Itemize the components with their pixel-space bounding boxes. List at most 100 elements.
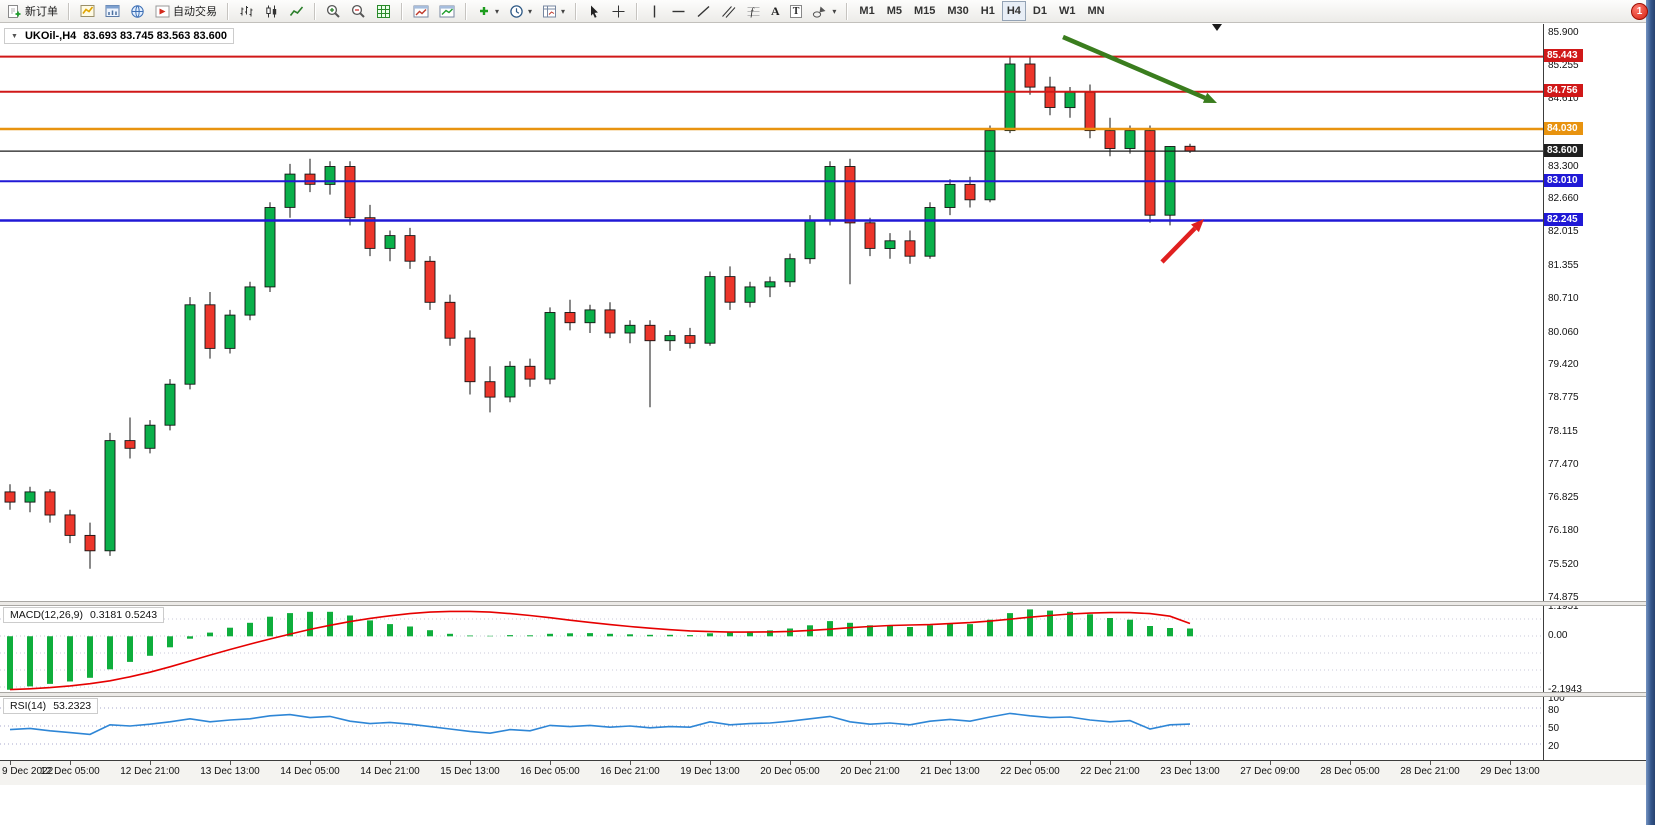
- price-badge: 82.245: [1544, 213, 1583, 226]
- timeframe-h1[interactable]: H1: [976, 1, 1000, 21]
- profiles-button[interactable]: [101, 1, 124, 21]
- text-tool-button[interactable]: A: [767, 1, 784, 21]
- time-label: 14 Dec 05:00: [280, 766, 340, 777]
- price-chart[interactable]: [0, 24, 1543, 601]
- time-axis[interactable]: 9 Dec 2022 12 Dec 05:00 12 Dec 21:00 13 Dec…: [0, 760, 1655, 785]
- indicator-window-button[interactable]: [409, 1, 433, 21]
- price-label: 82.015: [1548, 226, 1579, 238]
- panel-splitter[interactable]: [0, 692, 1647, 697]
- toolbar-separator: [636, 2, 639, 20]
- horizontal-line-icon: [672, 10, 685, 12]
- timeframe-m1[interactable]: M1: [854, 1, 879, 21]
- toolbar-separator: [401, 2, 403, 20]
- time-label: 27 Dec 09:00: [1240, 766, 1300, 777]
- price-label: 79.420: [1548, 359, 1579, 371]
- vertical-line-tool-button[interactable]: [644, 1, 665, 21]
- candle: [164, 379, 176, 431]
- toolbar: 新订单 自动交易: [0, 0, 1647, 23]
- channel-tool-button[interactable]: [717, 1, 740, 21]
- candle: [1164, 146, 1176, 226]
- time-tick: [389, 761, 391, 765]
- shapes-tool-button[interactable]: ▾: [808, 1, 840, 21]
- price-label: 74.875: [1548, 592, 1579, 604]
- auto-trading-label: 自动交易: [173, 6, 217, 18]
- macd-values: 0.3181 0.5243: [89, 609, 158, 621]
- macd-label: MACD(12,26,9): [10, 609, 83, 621]
- candle: [664, 330, 676, 351]
- fibonacci-tool-button[interactable]: f: [742, 1, 765, 21]
- label-tool-button[interactable]: T: [786, 1, 807, 21]
- timeframe-m5[interactable]: M5: [882, 1, 907, 21]
- panel-splitter[interactable]: [0, 601, 1647, 606]
- zoom-in-button[interactable]: [322, 1, 345, 21]
- candle: [224, 309, 236, 354]
- time-tick: [469, 761, 471, 765]
- price-badge: 85.443: [1544, 49, 1583, 63]
- candle: [364, 204, 376, 257]
- globe-icon: [131, 4, 144, 18]
- trendline-tool-button[interactable]: [692, 1, 715, 21]
- price-label: 75.520: [1548, 559, 1579, 571]
- green-arrow[interactable]: [1062, 34, 1217, 103]
- candlestick-mode-button[interactable]: [260, 1, 283, 21]
- grid-toggle-button[interactable]: [372, 1, 395, 21]
- channel-icon: [722, 5, 736, 18]
- clock-icon: [510, 4, 523, 18]
- macd-signal-line: [9, 610, 1191, 691]
- timeframe-h4[interactable]: H4: [1001, 1, 1026, 21]
- ohlc-collapse-icon[interactable]: ▼: [11, 32, 18, 40]
- price-label: 83.300: [1548, 160, 1579, 172]
- candle: [44, 489, 56, 523]
- templates-button[interactable]: ▾: [538, 1, 569, 21]
- zoom-in-icon: [326, 4, 340, 18]
- price-label: 76.825: [1548, 492, 1579, 504]
- bar-chart-mode-button[interactable]: [235, 1, 258, 21]
- price-badge: 84.756: [1544, 84, 1583, 98]
- zoom-out-button[interactable]: [347, 1, 370, 21]
- market-watch-button[interactable]: [126, 1, 149, 21]
- timeframe-d1[interactable]: D1: [1028, 1, 1052, 21]
- macd-axis-label: -2.1943: [1548, 683, 1582, 695]
- chart-window-icon: [413, 5, 429, 17]
- macd-panel[interactable]: [0, 605, 1543, 692]
- timeframe-mn[interactable]: MN: [1082, 1, 1109, 21]
- auto-trading-button[interactable]: 自动交易: [151, 1, 221, 21]
- periods-button[interactable]: ▾: [505, 1, 536, 21]
- candle: [624, 320, 636, 344]
- red-arrow[interactable]: [1160, 219, 1204, 264]
- objects-window-button[interactable]: [435, 1, 459, 21]
- chart-ohlc: 83.693 83.745 83.563 83.600: [83, 30, 228, 42]
- price-badge: 83.600: [1544, 143, 1583, 157]
- add-indicator-button[interactable]: ▾: [473, 1, 503, 21]
- time-label: 12 Dec 05:00: [40, 766, 100, 777]
- candle: [324, 161, 336, 195]
- price-label: 80.060: [1548, 326, 1579, 338]
- new-chart-button[interactable]: [76, 1, 99, 21]
- timeframe-m15[interactable]: M15: [909, 1, 940, 21]
- time-label: 22 Dec 21:00: [1080, 766, 1140, 777]
- timeframe-m30[interactable]: M30: [942, 1, 973, 21]
- rsi-axis-label: 20: [1548, 741, 1560, 752]
- time-label: 21 Dec 13:00: [920, 766, 980, 777]
- candle: [504, 361, 516, 403]
- rsi-panel[interactable]: [0, 696, 1543, 758]
- candlestick-icon: [266, 5, 277, 17]
- new-order-button[interactable]: 新订单: [3, 1, 62, 21]
- candle: [544, 307, 556, 385]
- crosshair-tool-button[interactable]: [607, 1, 630, 21]
- toolbar-separator: [68, 2, 70, 20]
- time-label: 15 Dec 13:00: [440, 766, 500, 777]
- candle: [344, 161, 356, 226]
- line-chart-mode-button[interactable]: [285, 1, 308, 21]
- notification-badge[interactable]: 1: [1631, 3, 1648, 20]
- candle: [704, 271, 716, 346]
- cursor-tool-button[interactable]: [583, 1, 605, 21]
- time-tick: [629, 761, 631, 765]
- timeframe-w1[interactable]: W1: [1054, 1, 1081, 21]
- horizontal-line-tool-button[interactable]: [667, 1, 690, 21]
- chart-shift-marker[interactable]: [1212, 24, 1222, 31]
- candle: [404, 227, 416, 269]
- time-label: 9 Dec 2022: [2, 766, 54, 777]
- price-axis[interactable]: 85.90085.25584.61083.95583.30082.66082.0…: [1543, 24, 1648, 760]
- candle: [464, 330, 476, 395]
